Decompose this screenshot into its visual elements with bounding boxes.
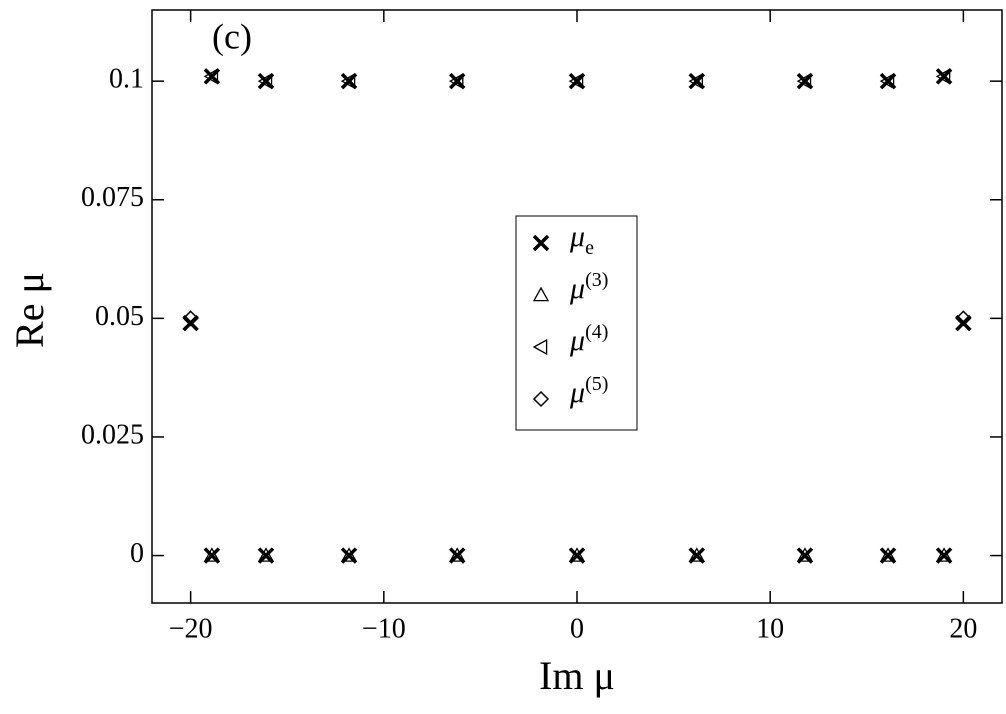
- point-cross: [340, 72, 358, 90]
- point-cross: [955, 314, 972, 332]
- legend-index: e: [585, 237, 594, 259]
- legend-index: (5): [585, 373, 608, 395]
- legend-symbol: μ: [569, 376, 585, 409]
- point-triangle-left: [935, 68, 951, 85]
- point-cross: [182, 314, 199, 332]
- point-cross: [688, 547, 706, 564]
- point-triangle-left: [688, 73, 704, 90]
- legend-label: μe: [569, 220, 594, 259]
- point-cross: [448, 72, 466, 90]
- point-cross: [257, 547, 275, 564]
- y-tick-label: 0.1: [109, 64, 144, 95]
- legend-symbol: μ: [569, 272, 585, 305]
- x-tick-label: −10: [362, 613, 406, 644]
- point-cross: [796, 547, 814, 564]
- point-triangle: [688, 547, 705, 562]
- point-cross: [879, 72, 897, 90]
- point-triangle: [796, 547, 814, 562]
- x-tick-label: −20: [169, 613, 213, 644]
- point-triangle-left: [568, 73, 584, 90]
- point-cross: [796, 72, 814, 90]
- y-tick-label: 0.025: [81, 419, 144, 450]
- point-triangle-left: [448, 73, 464, 90]
- point-cross: [203, 68, 221, 85]
- x-tick-label: 20: [949, 613, 977, 644]
- legend-marker: [532, 286, 550, 302]
- y-axis-label: Re μ: [7, 272, 52, 348]
- x-tick-label: 10: [756, 613, 784, 644]
- point-cross: [568, 547, 586, 564]
- legend-label: μ(3): [569, 269, 608, 305]
- point-triangle: [879, 547, 897, 562]
- legend-marker: [532, 234, 550, 252]
- point-cross: [688, 72, 706, 90]
- point-cross: [879, 547, 897, 564]
- legend-label: μ(4): [569, 321, 608, 357]
- point-cross: [935, 547, 953, 564]
- x-axis-label: Im μ: [539, 653, 615, 698]
- point-triangle: [257, 547, 275, 562]
- point-triangle: [568, 547, 586, 562]
- y-tick-label: 0.075: [81, 182, 144, 213]
- y-tick-label: 0.05: [95, 301, 144, 332]
- point-triangle-left: [203, 68, 219, 85]
- legend-label: μ(5): [569, 373, 608, 409]
- point-cross: [935, 68, 953, 85]
- x-tick-label: 0: [570, 613, 584, 644]
- y-tick-label: 0: [130, 538, 144, 569]
- point-cross: [340, 547, 358, 564]
- point-triangle: [203, 547, 220, 562]
- legend-symbol: μ: [569, 324, 585, 357]
- legend-symbol: μ: [569, 220, 585, 253]
- point-triangle-left: [879, 73, 895, 90]
- legend-index: (3): [585, 269, 608, 291]
- point-cross: [257, 72, 275, 90]
- point-cross: [448, 547, 466, 564]
- legend-index: (4): [585, 321, 608, 343]
- annotation: (c): [212, 16, 252, 56]
- point-triangle: [340, 547, 358, 562]
- point-diamond: [955, 310, 972, 327]
- legend-box: [515, 215, 638, 431]
- point-triangle-left: [257, 73, 273, 90]
- legend-marker: [532, 338, 548, 356]
- point-cross: [203, 547, 221, 564]
- point-triangle-left: [796, 73, 812, 90]
- point-triangle: [449, 547, 466, 562]
- point-triangle: [935, 547, 953, 562]
- legend-marker: [532, 390, 550, 408]
- point-diamond: [182, 310, 199, 327]
- point-triangle-left: [340, 73, 356, 90]
- point-cross: [568, 72, 586, 90]
